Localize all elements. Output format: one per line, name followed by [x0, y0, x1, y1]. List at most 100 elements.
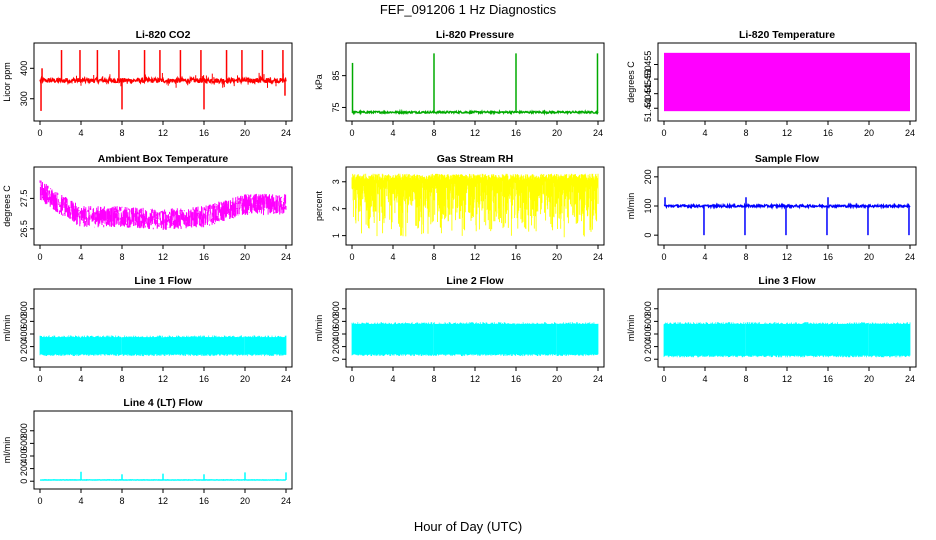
data-noise	[351, 322, 599, 357]
series-6	[663, 197, 911, 236]
x-tick-label: 24	[281, 374, 291, 384]
y-tick-label: 2	[331, 206, 341, 211]
x-tick-label: 16	[511, 128, 521, 138]
x-tick-label: 8	[743, 252, 748, 262]
x-tick-label: 24	[593, 128, 603, 138]
y-axis-label: ml/min	[2, 315, 12, 342]
x-tick-label: 8	[119, 252, 124, 262]
y-tick-label: 800	[19, 301, 29, 316]
x-tick-label: 4	[78, 496, 83, 506]
data-line	[351, 108, 599, 116]
y-tick-label: 0	[643, 233, 653, 238]
y-tick-label: 200	[331, 339, 341, 354]
y-tick-label: 200	[643, 339, 653, 354]
series-4	[39, 180, 287, 230]
x-tick-label: 20	[552, 374, 562, 384]
x-tick-label: 12	[158, 252, 168, 262]
x-tick-label: 0	[349, 252, 354, 262]
y-tick-label: 200	[643, 169, 653, 184]
y-axis-label: kPa	[314, 74, 324, 90]
panel-title: Line 3 Flow	[758, 275, 816, 287]
x-tick-label: 4	[78, 252, 83, 262]
x-tick-label: 8	[743, 128, 748, 138]
x-tick-label: 24	[905, 374, 915, 384]
panel-title: Line 1 Flow	[134, 275, 192, 287]
data-line	[351, 173, 599, 238]
x-tick-label: 4	[702, 252, 707, 262]
x-tick-label: 12	[158, 128, 168, 138]
x-tick-label: 20	[240, 252, 250, 262]
x-axis: 0 4 8 12 16 20 24	[349, 245, 603, 262]
figure-title: FEF_091206 1 Hz Diagnostics	[380, 2, 557, 17]
x-tick-label: 24	[905, 252, 915, 262]
y-axis-label: ml/min	[314, 315, 324, 342]
x-tick-label: 12	[158, 496, 168, 506]
x-tick-label: 12	[158, 374, 168, 384]
data-noise	[41, 72, 284, 88]
y-tick-label: 400	[19, 61, 29, 76]
y-axis-label: degrees C	[2, 185, 12, 227]
x-tick-label: 0	[349, 374, 354, 384]
data-band	[664, 52, 910, 112]
x-axis: 0 4 8 12 16 20 24	[661, 121, 915, 138]
x-axis: 0 4 8 12 16 20 24	[349, 367, 603, 384]
x-tick-label: 4	[78, 374, 83, 384]
y-tick-label: 600	[19, 436, 29, 451]
y-axis-label: percent	[314, 190, 324, 221]
x-tick-label: 20	[864, 128, 874, 138]
x-tick-label: 16	[199, 496, 209, 506]
y-tick-label: 0	[331, 357, 341, 362]
y-tick-label: 3	[331, 179, 341, 184]
x-tick-label: 0	[349, 128, 354, 138]
x-tick-label: 0	[37, 252, 42, 262]
y-tick-label: 200	[19, 461, 29, 476]
x-tick-label: 16	[199, 374, 209, 384]
y-tick-label: 26.5	[19, 220, 29, 238]
y-axis-label: Licor ppm	[2, 62, 12, 102]
x-tick-label: 0	[37, 128, 42, 138]
panel-6: Sample Flow 0 4 8 12 16 20 24 0 100 200 ml/min	[626, 153, 917, 262]
panel-10: Line 4 (LT) Flow 0 4 8 12 16 20 24 0 200400600800…	[2, 397, 293, 506]
y-tick-label: 400	[19, 448, 29, 463]
y-tick-label: 0	[643, 357, 653, 362]
x-tick-label: 20	[552, 252, 562, 262]
series-1	[39, 50, 287, 111]
data-noise	[663, 322, 911, 358]
x-tick-label: 8	[119, 128, 124, 138]
series-3	[664, 52, 910, 112]
y-tick-label: 600	[331, 314, 341, 329]
x-axis: 0 4 8 12 16 20 24	[37, 489, 291, 506]
x-axis-label: Hour of Day (UTC)	[414, 519, 522, 534]
y-axis-label: ml/min	[2, 437, 12, 464]
y-tick-label: 600	[19, 314, 29, 329]
y-tick-label: 51.455	[643, 51, 653, 79]
x-tick-label: 20	[240, 128, 250, 138]
x-axis: 0 4 8 12 16 20 24	[37, 367, 291, 384]
y-tick-label: 400	[19, 326, 29, 341]
series-7	[39, 335, 287, 357]
x-tick-label: 4	[390, 374, 395, 384]
y-axis: 1 2 3	[331, 179, 346, 238]
y-tick-label: 51.450	[643, 65, 653, 93]
x-tick-label: 16	[511, 252, 521, 262]
y-tick-label: 300	[19, 91, 29, 106]
x-tick-label: 0	[661, 252, 666, 262]
y-tick-label: 800	[19, 423, 29, 438]
x-tick-label: 20	[864, 252, 874, 262]
panel-title: Li-820 Temperature	[739, 29, 835, 41]
data-line	[39, 180, 287, 230]
x-tick-label: 8	[431, 374, 436, 384]
x-tick-label: 24	[281, 252, 291, 262]
x-tick-label: 8	[119, 496, 124, 506]
y-tick-label: 800	[643, 301, 653, 316]
series-9	[663, 322, 911, 358]
x-tick-label: 16	[823, 374, 833, 384]
